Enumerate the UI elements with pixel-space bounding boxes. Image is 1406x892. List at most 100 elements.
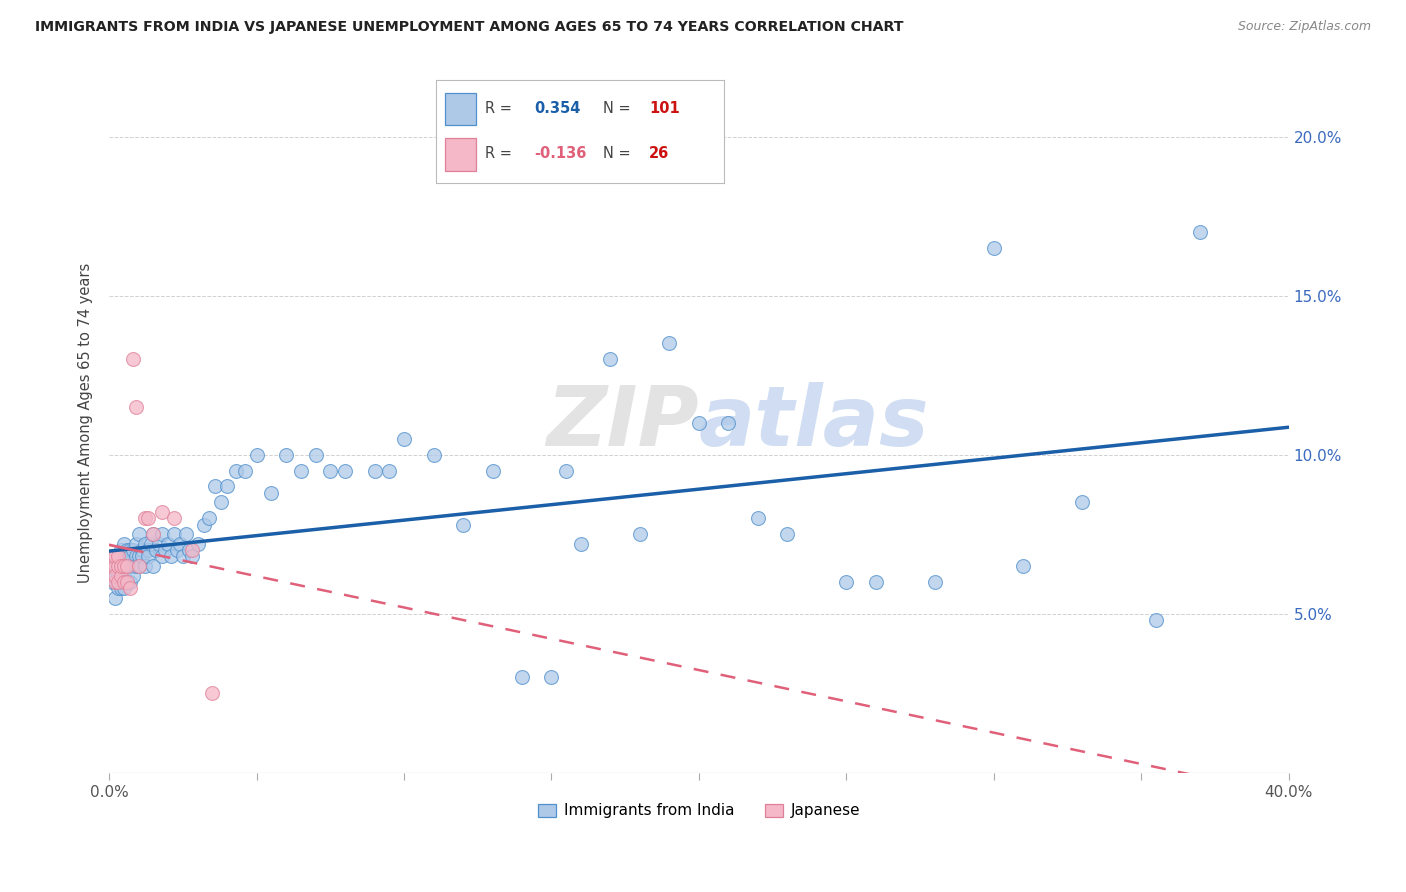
Point (983, 241, 1005, 255)
Point (150, 549, 173, 564)
Point (110, 581, 132, 595)
Point (134, 559, 156, 574)
Point (107, 568, 129, 582)
Point (378, 464, 401, 478)
Point (451, 517, 474, 532)
Point (107, 549, 129, 564)
Point (115, 559, 138, 574)
Point (125, 400, 148, 414)
Point (118, 574, 141, 589)
Point (599, 352, 621, 367)
Point (747, 511, 769, 525)
Point (121, 568, 143, 582)
Point (209, 495, 232, 509)
Point (193, 517, 215, 532)
Point (180, 549, 202, 564)
Text: N =: N = (603, 146, 631, 161)
Point (112, 559, 135, 574)
Point (717, 416, 740, 430)
Point (225, 464, 247, 478)
Point (163, 511, 186, 525)
Point (112, 568, 135, 582)
Point (107, 559, 129, 574)
Point (101, 559, 124, 574)
Text: 0.354: 0.354 (534, 101, 581, 116)
Point (160, 549, 183, 564)
Point (136, 543, 159, 558)
Point (104, 568, 127, 582)
Point (104, 549, 127, 564)
Point (688, 416, 710, 430)
Point (112, 549, 135, 564)
Point (174, 527, 197, 541)
Text: N =: N = (603, 101, 631, 116)
Point (150, 505, 173, 519)
Point (131, 543, 153, 558)
Point (110, 559, 132, 574)
Point (142, 527, 165, 541)
Point (101, 559, 124, 574)
Point (136, 549, 159, 564)
Point (101, 549, 124, 564)
Point (139, 537, 162, 551)
Point (128, 559, 150, 574)
Point (658, 336, 681, 351)
Point (107, 559, 129, 574)
Point (363, 464, 385, 478)
Text: R =: R = (485, 146, 512, 161)
Point (115, 543, 138, 558)
Point (134, 537, 156, 551)
Point (104, 568, 127, 582)
Point (1012, 559, 1035, 574)
Point (481, 464, 503, 478)
Point (142, 527, 165, 541)
Point (110, 559, 132, 574)
Point (924, 574, 946, 589)
Point (148, 537, 170, 551)
Point (177, 543, 200, 558)
Text: 101: 101 (650, 101, 681, 116)
Point (104, 591, 127, 605)
Point (304, 448, 326, 462)
Point (104, 559, 127, 574)
Text: IMMIGRANTS FROM INDIA VS JAPANESE UNEMPLOYMENT AMONG AGES 65 TO 74 YEARS CORRELA: IMMIGRANTS FROM INDIA VS JAPANESE UNEMPL… (35, 20, 904, 34)
Point (115, 559, 138, 574)
Point (163, 527, 186, 541)
Point (392, 432, 415, 446)
Text: ZIP: ZIP (547, 383, 699, 463)
Point (118, 581, 141, 595)
Point (201, 686, 224, 700)
Point (166, 543, 188, 558)
Point (115, 574, 138, 589)
Point (136, 511, 159, 525)
Point (112, 537, 135, 551)
Point (180, 543, 202, 558)
Point (107, 581, 129, 595)
Point (118, 543, 141, 558)
Point (104, 549, 127, 564)
Text: 26: 26 (650, 146, 669, 161)
Point (125, 559, 148, 574)
Legend: Immigrants from India, Japanese: Immigrants from India, Japanese (531, 797, 866, 824)
Point (110, 549, 132, 564)
Point (134, 511, 156, 525)
Point (276, 448, 298, 462)
Point (107, 549, 129, 564)
Point (290, 464, 312, 478)
Point (112, 581, 135, 595)
Point (128, 549, 150, 564)
Point (118, 559, 141, 574)
Point (155, 543, 177, 558)
Point (128, 527, 150, 541)
Point (1189, 225, 1212, 239)
Point (628, 527, 651, 541)
Point (112, 574, 135, 589)
Point (157, 537, 180, 551)
Point (204, 479, 226, 493)
Point (110, 568, 132, 582)
Text: R =: R = (485, 101, 512, 116)
Point (172, 549, 194, 564)
Point (125, 537, 148, 551)
Point (569, 537, 592, 551)
Point (540, 670, 562, 684)
